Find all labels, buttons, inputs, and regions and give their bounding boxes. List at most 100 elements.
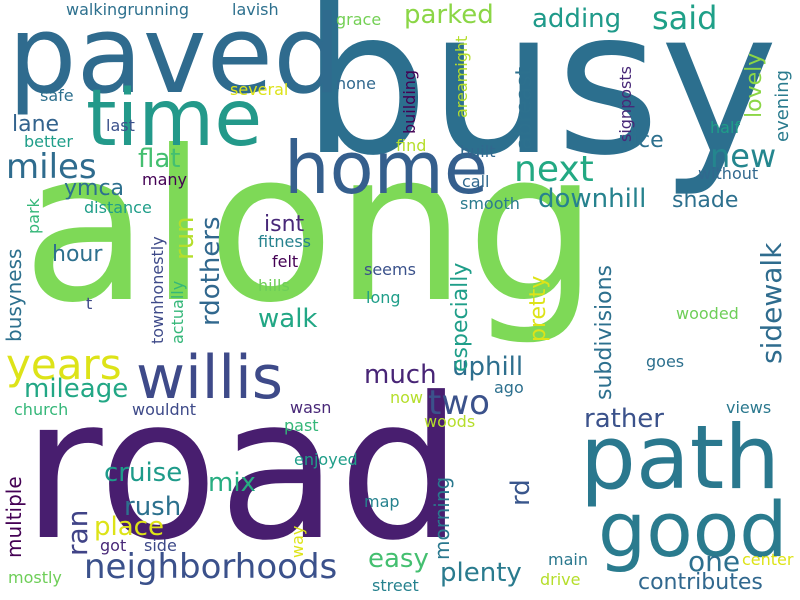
word-new: new [710, 137, 777, 175]
word-side: side [144, 536, 177, 555]
word-ago: ago [494, 378, 524, 397]
word-isnt: isnt [264, 212, 305, 237]
word-felt: felt [272, 252, 299, 271]
word-evening: evening [772, 69, 793, 142]
word-main: main [548, 550, 588, 569]
word-busyness: busyness [2, 248, 26, 342]
word-road: road [22, 356, 463, 584]
word-time: time [86, 74, 263, 164]
word-views: views [726, 398, 772, 417]
word-woods: woods [424, 412, 476, 431]
word-said: said [652, 0, 718, 37]
word-good: good [598, 485, 788, 574]
word-rush: rush [124, 492, 182, 522]
word-half: half [710, 118, 741, 137]
word-building: building [400, 69, 419, 134]
word-none: none [336, 74, 376, 93]
word-rdothers: rdothers [196, 216, 226, 326]
word-adding: adding [532, 4, 622, 34]
word-lane: lane [12, 112, 60, 137]
word-willis: willis [136, 343, 284, 413]
word-walkingrunning: walkingrunning [66, 0, 190, 19]
word-multiple: multiple [2, 476, 26, 558]
word-long: long [366, 288, 401, 307]
word-hills: hills [258, 276, 290, 295]
word-areamight: areamight [452, 35, 471, 118]
word-plenty: plenty [440, 558, 522, 588]
word-distance: distance [84, 198, 152, 217]
word-safe: safe [40, 86, 74, 105]
word-abreast: abreast [512, 66, 537, 150]
word-contributes: contributes [638, 570, 763, 595]
word-home: home [284, 126, 489, 210]
word-sidewalk: sidewalk [755, 242, 788, 364]
word-parked: parked [404, 0, 494, 30]
word-rd: rd [506, 479, 536, 506]
word-grace: grace [336, 10, 382, 29]
word-way: way [288, 525, 307, 558]
word-miles: miles [6, 147, 97, 187]
word-subdivisions: subdivisions [592, 264, 617, 400]
word-goes: goes [646, 352, 685, 371]
word-ymca: ymca [64, 176, 125, 201]
word-ran: ran [61, 509, 94, 556]
word-morning: morning [430, 476, 454, 560]
word-actually: actually [168, 280, 187, 344]
word-walk: walk [258, 304, 318, 334]
word-past: past [284, 416, 319, 435]
word-park: park [24, 198, 43, 234]
word-easy: easy [368, 544, 429, 574]
word-built: built [460, 142, 496, 161]
word-t: t [86, 294, 93, 313]
word-enjoyed: enjoyed [294, 450, 358, 469]
word-rather: rather [584, 404, 664, 434]
word-especially: especially [448, 262, 473, 372]
word-street: street [372, 576, 419, 595]
word-drive: drive [540, 570, 581, 589]
word-one: one [688, 545, 741, 578]
word-fitness: fitness [258, 232, 312, 251]
word-paved: paved [8, 0, 342, 118]
word-wooded: wooded [676, 304, 739, 323]
word-map: map [364, 492, 400, 511]
word-pretty: pretty [526, 275, 551, 342]
word-call: call [462, 172, 490, 191]
word-many: many [142, 170, 187, 189]
word-center: center [742, 550, 794, 569]
word-two: two [428, 383, 490, 423]
word-wasn: wasn [290, 398, 332, 417]
word-shade: shade [672, 188, 739, 213]
word-several: several [230, 80, 289, 99]
word-lavish: lavish [232, 0, 279, 19]
word-hour: hour [52, 242, 103, 267]
word-now: now [390, 388, 424, 407]
word-signposts: signposts [616, 66, 635, 142]
word-got: got [100, 536, 127, 555]
word-years: years [6, 340, 122, 389]
word-next: next [514, 149, 594, 190]
word-wouldnt: wouldnt [132, 400, 197, 419]
word-much: much [364, 360, 437, 390]
word-without: without [698, 164, 759, 183]
word-cruise: cruise [104, 458, 183, 488]
word-townhonestly: townhonestly [148, 236, 167, 344]
word-path: path [580, 406, 781, 509]
word-last: last [106, 116, 135, 135]
word-nice: nice [618, 128, 664, 153]
word-mostly: mostly [8, 568, 62, 587]
word-run: run [170, 216, 200, 260]
word-smooth: smooth [460, 194, 520, 213]
word-mileage: mileage [24, 374, 129, 404]
word-church: church [14, 400, 69, 419]
word-downhill: downhill [538, 184, 647, 214]
word-find: find [396, 136, 427, 155]
word-busy: busy [302, 0, 779, 200]
word-uphill: uphill [452, 352, 524, 382]
word-flat: flat [138, 144, 181, 174]
word-neighborhoods: neighborhoods [84, 547, 338, 587]
word-mix: mix [208, 468, 256, 498]
word-along: along [22, 107, 599, 349]
word-better: better [24, 132, 73, 151]
word-seems: seems [364, 260, 416, 279]
